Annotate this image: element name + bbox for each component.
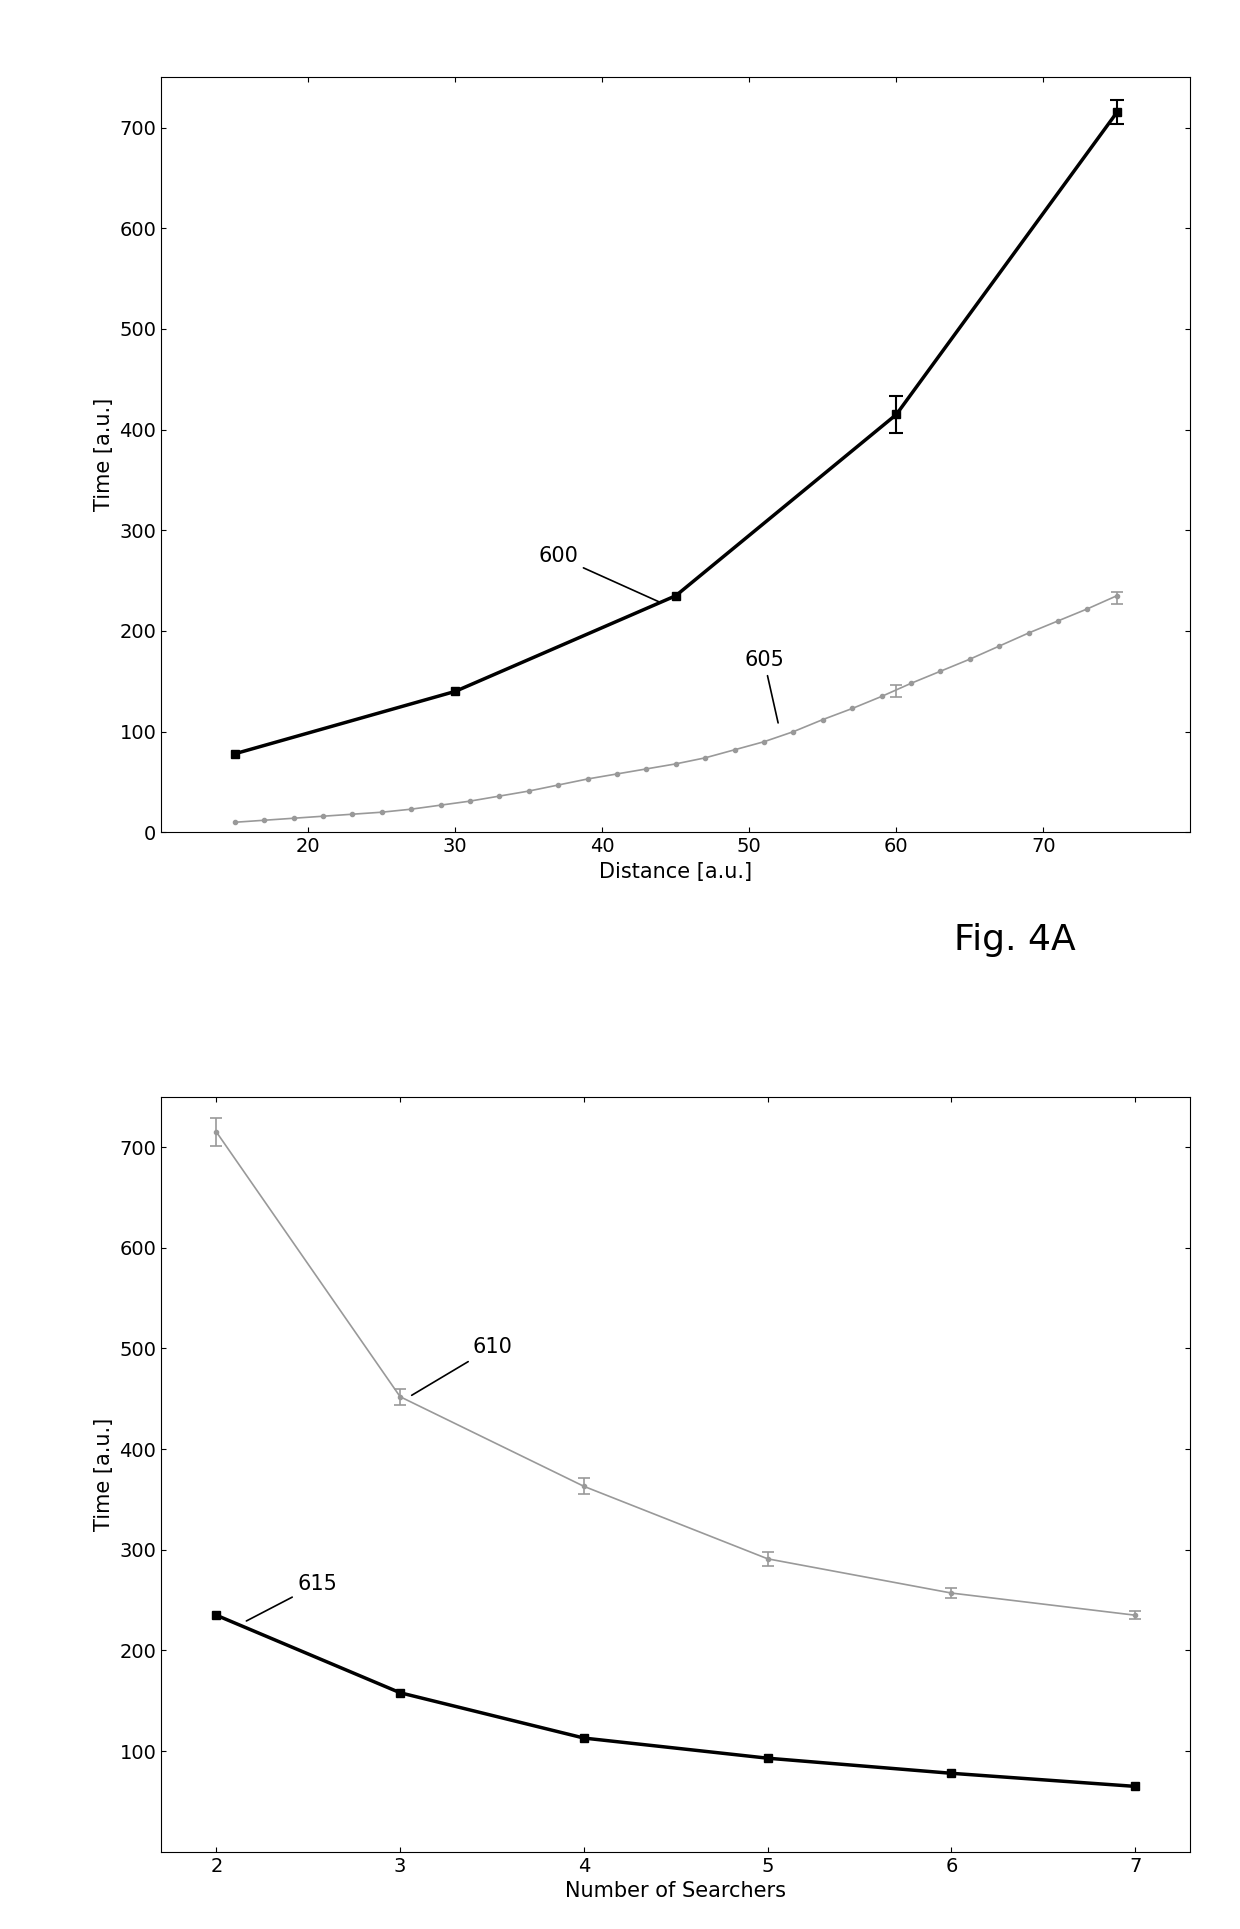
Text: 605: 605 xyxy=(744,650,784,723)
Text: 600: 600 xyxy=(538,546,658,602)
Text: 615: 615 xyxy=(247,1574,337,1620)
Y-axis label: Time [a.u.]: Time [a.u.] xyxy=(94,1418,114,1532)
X-axis label: Number of Searchers: Number of Searchers xyxy=(565,1881,786,1902)
Y-axis label: Time [a.u.]: Time [a.u.] xyxy=(94,397,114,511)
Text: Fig. 4A: Fig. 4A xyxy=(954,922,1075,957)
X-axis label: Distance [a.u.]: Distance [a.u.] xyxy=(599,862,753,882)
Text: 610: 610 xyxy=(412,1337,512,1395)
